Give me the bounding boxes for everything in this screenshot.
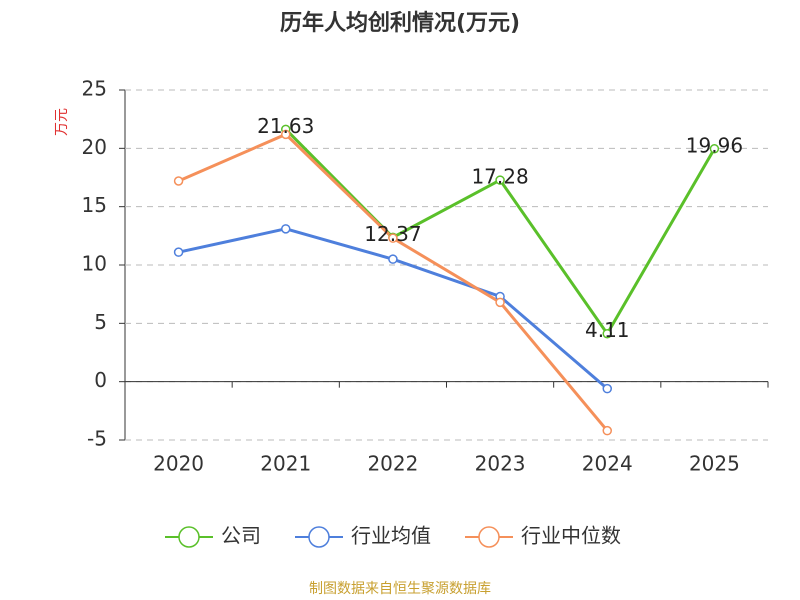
y-tick-label: -5 — [87, 427, 107, 451]
data-point — [709, 144, 720, 154]
series-line — [177, 132, 609, 432]
data-point — [173, 247, 184, 257]
x-tick-label: 2022 — [367, 452, 418, 476]
data-label: 17.28 — [471, 165, 528, 189]
y-axis-label: 万元 — [54, 108, 70, 136]
data-point — [388, 233, 398, 243]
x-tick-label: 2020 — [153, 452, 204, 476]
y-tick-label: 0 — [94, 368, 107, 392]
data-label: 12.37 — [364, 222, 421, 246]
data-point — [281, 224, 291, 234]
source-note: 制图数据来自恒生聚源数据库 — [309, 581, 491, 597]
series-line — [178, 227, 609, 390]
data-label: 4.11 — [585, 318, 630, 342]
legend-label: 公司 — [221, 524, 261, 548]
x-tick-label: 2025 — [689, 452, 740, 476]
y-tick-label: 20 — [82, 135, 107, 159]
y-tick-label: 5 — [94, 310, 107, 334]
legend-marker — [178, 526, 200, 548]
y-tick-label: 10 — [82, 252, 107, 276]
data-point — [281, 129, 291, 140]
x-tick-label: 2021 — [260, 452, 311, 476]
data-point — [602, 328, 612, 339]
chart-title: 历年人均创利情况(万元) — [280, 10, 520, 36]
legend-label: 行业中位数 — [521, 524, 621, 548]
legend-label: 行业均值 — [351, 524, 431, 548]
x-tick-label: 2023 — [475, 452, 526, 476]
y-tick-label: 15 — [82, 193, 107, 217]
data-point — [602, 383, 612, 394]
data-point — [495, 297, 505, 308]
data-label: 19.96 — [686, 133, 743, 157]
data-point — [495, 175, 505, 185]
data-label: 21.63 — [257, 114, 314, 138]
data-point — [388, 254, 398, 264]
legend-marker — [308, 526, 330, 548]
x-tick-label: 2024 — [582, 452, 633, 476]
legend-marker — [478, 526, 500, 548]
data-point — [602, 425, 612, 436]
y-tick-label: 25 — [82, 77, 107, 101]
data-point — [173, 176, 184, 186]
